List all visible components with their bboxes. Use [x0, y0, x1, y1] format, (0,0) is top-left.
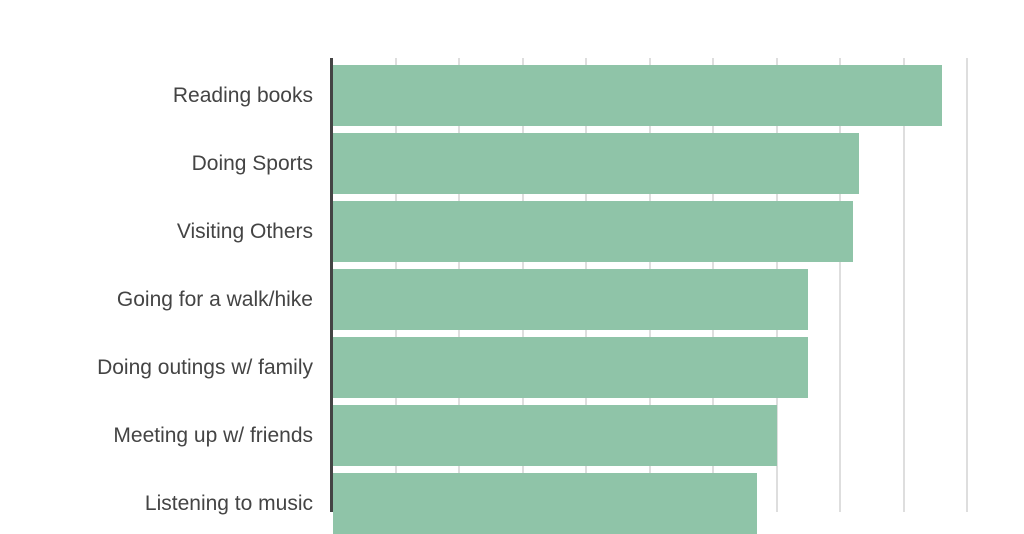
category-label: Meeting up w/ friends	[113, 424, 313, 447]
bar	[333, 405, 777, 466]
bar	[333, 133, 860, 194]
category-label: Doing Sports	[191, 152, 313, 175]
gridline	[839, 58, 841, 512]
category-label: Visiting Others	[176, 220, 313, 243]
bar	[333, 201, 853, 262]
horizontal-bar-chart: Reading books Doing Sports Visiting Othe…	[97, 58, 968, 534]
bar	[333, 337, 809, 398]
y-axis-line	[330, 58, 333, 512]
category-label: Listening to music	[144, 492, 313, 515]
bar	[333, 473, 758, 534]
gridline	[902, 58, 905, 512]
category-label: Doing outings w/ family	[97, 356, 313, 379]
bar	[333, 65, 942, 126]
gridline	[966, 58, 968, 512]
bar	[333, 269, 809, 330]
category-label: Reading books	[172, 84, 313, 107]
category-label: Going for a walk/hike	[116, 288, 313, 311]
